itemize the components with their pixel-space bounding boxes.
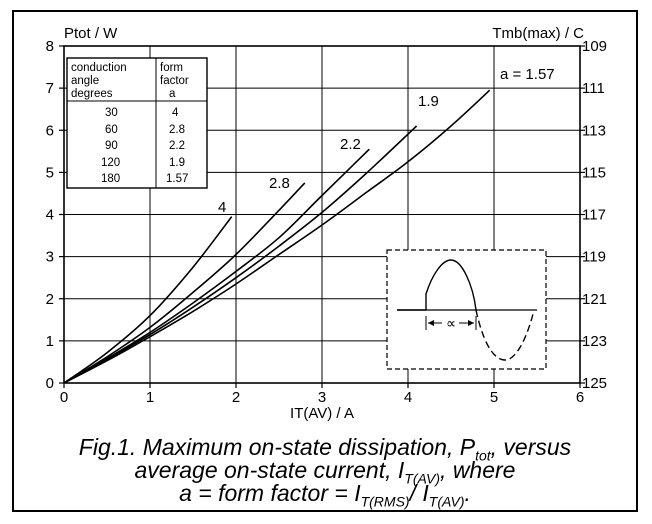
curve-label-1-57: a = 1.57: [500, 66, 555, 83]
x-tick-labels: 0 1 2 3 4 5 6: [60, 389, 584, 406]
table-header-col2-line1: form: [160, 62, 183, 74]
table-header-col2-line3: a: [169, 88, 176, 100]
waveform-inset: ∝: [386, 249, 547, 370]
y-tick-label: 2: [46, 291, 54, 308]
series-line-4: [63, 89, 491, 384]
curve-label-1-9: 1.9: [418, 93, 439, 110]
table-cell-angle: 30: [105, 107, 118, 119]
table-header-col1-line1: conduction: [71, 62, 127, 74]
table-cell-angle: 90: [105, 140, 118, 152]
y2-tick-label: 119: [582, 249, 606, 266]
x-tick-label: 3: [318, 389, 326, 406]
y-axis-label: Ptot / W: [64, 25, 118, 42]
alpha-symbol: ∝: [446, 316, 456, 332]
ticks: [59, 45, 585, 388]
caption-text: , versus: [490, 434, 572, 460]
series-line-3: [63, 125, 418, 384]
caption-subscript: T(AV): [404, 470, 441, 487]
y2-axis-label: Tmb(max) / C: [492, 25, 584, 42]
y2-tick-label: 109: [582, 38, 607, 55]
form-factor-table: conduction angle degrees form factor a 3…: [66, 57, 208, 189]
y2-tick-label: 121: [582, 291, 607, 308]
table-cell-factor: 2.8: [169, 124, 185, 136]
y-tick-label: 4: [46, 207, 54, 224]
series-group: [63, 89, 491, 384]
table-cell-angle: 60: [105, 124, 118, 136]
waveform-positive-half: [397, 259, 477, 311]
x-tick-label: 1: [146, 389, 154, 406]
series-line-2: [63, 148, 370, 384]
caption-line-3: a = form factor = IT(RMS)/ IT(AV).: [14, 480, 636, 509]
table-cell-angle: 180: [101, 173, 120, 185]
curve-label-4: 4: [218, 199, 226, 216]
caption-text: , where: [440, 457, 516, 483]
caption-subscript: tot: [475, 447, 491, 464]
y2-tick-label: 117: [582, 207, 606, 224]
caption-text: / I: [409, 480, 429, 506]
waveform-negative-half: [475, 309, 535, 361]
y-tick-label: 7: [46, 80, 54, 97]
y2-tick-label: 115: [582, 164, 606, 181]
series-line-1: [63, 182, 306, 384]
caption-subscript: T(RMS): [360, 493, 410, 510]
curve-label-2-8: 2.8: [269, 175, 290, 192]
y-tick-label: 6: [46, 122, 54, 139]
y-tick-label: 1: [46, 333, 54, 350]
table-header-col2-line2: factor: [160, 75, 189, 87]
alpha-arrowhead-right: [468, 320, 474, 326]
table-cell-factor: 1.57: [166, 173, 188, 185]
caption-text: average on-state current, I: [134, 457, 405, 483]
y2-tick-label: 113: [582, 122, 606, 139]
curve-label-2-2: 2.2: [340, 136, 361, 153]
series-line-0: [63, 216, 233, 384]
figure-caption: Fig.1. Maximum on-state dissipation, Pto…: [14, 434, 636, 509]
table-cell-factor: 4: [172, 107, 179, 119]
x-tick-label: 4: [404, 389, 412, 406]
y-tick-label: 3: [46, 249, 54, 266]
caption-line-2: average on-state current, IT(AV), where: [14, 457, 636, 486]
y-tick-label: 0: [46, 375, 54, 392]
alpha-arrowhead-left: [428, 320, 434, 326]
table-cell-angle: 120: [101, 157, 120, 169]
y2-tick-labels: 125 123 121 119 117 115 113 111 109: [582, 38, 607, 392]
caption-text: .: [464, 480, 471, 506]
x-tick-label: 0: [60, 389, 68, 406]
x-axis-label: IT(AV) / A: [290, 405, 354, 422]
caption-line-1: Fig.1. Maximum on-state dissipation, Pto…: [14, 434, 636, 463]
y2-tick-label: 123: [582, 333, 607, 350]
y-tick-label: 8: [46, 38, 54, 55]
x-tick-label: 2: [232, 389, 240, 406]
y-tick-labels: 0 1 2 3 4 5 6 7 8: [46, 38, 54, 392]
x-tick-label: 5: [490, 389, 498, 406]
y2-tick-label: 111: [582, 80, 605, 97]
x-tick-label: 6: [576, 389, 584, 406]
y2-tick-label: 125: [582, 375, 607, 392]
table-cell-factor: 2.2: [169, 140, 185, 152]
caption-text: Fig.1. Maximum on-state dissipation, P: [78, 434, 476, 460]
table-header-col1-line3: degrees: [71, 88, 113, 100]
figure-frame: [12, 10, 638, 512]
table-cell-factor: 1.9: [169, 157, 185, 169]
y-tick-label: 5: [46, 164, 54, 181]
table-header-col1-line2: angle: [71, 75, 99, 87]
caption-text: a = form factor = I: [179, 480, 361, 506]
caption-subscript: T(AV): [428, 493, 465, 510]
